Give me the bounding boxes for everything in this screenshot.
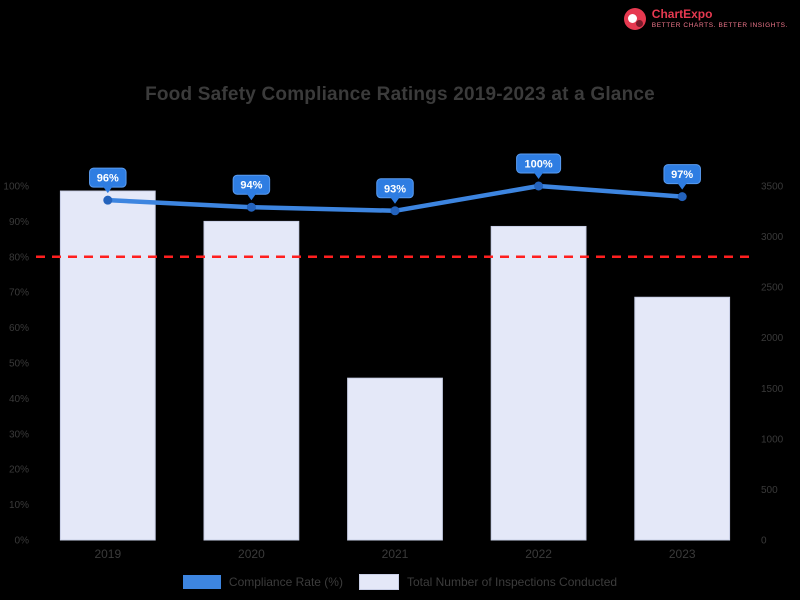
x-axis-label: 2021	[382, 547, 409, 561]
legend-label: Total Number of Inspections Conducted	[406, 575, 618, 589]
left-axis-tick: 10%	[9, 500, 29, 511]
svg-text:97%: 97%	[671, 169, 693, 181]
bar-2019	[59, 190, 156, 541]
x-axis-label: 2023	[669, 547, 696, 561]
svg-text:96%: 96%	[97, 173, 119, 185]
line-marker	[390, 206, 400, 216]
left-axis-tick: 30%	[9, 429, 29, 440]
chart-legend: Compliance Rate (%) Total Number of Inspe…	[0, 574, 800, 590]
line-marker	[534, 181, 544, 191]
line-marker	[677, 192, 687, 202]
right-axis-tick: 3000	[761, 232, 784, 243]
left-axis-tick: 90%	[9, 217, 29, 228]
line-value-label: 94%	[232, 174, 271, 201]
legend-item[interactable]: Total Number of Inspections Conducted	[358, 574, 618, 590]
right-axis-tick: 2500	[761, 283, 784, 294]
right-axis-tick: 2000	[761, 333, 784, 344]
brand-logo-icon	[623, 8, 646, 30]
right-axis-tick: 0	[761, 536, 767, 547]
brand-text: ChartExpo BETTER CHARTS. BETTER INSIGHTS…	[651, 7, 788, 30]
legend-item[interactable]: Compliance Rate (%)	[182, 575, 343, 589]
right-axis-tick: 1000	[761, 434, 784, 445]
bar-2020	[203, 220, 300, 541]
legend-swatch	[182, 575, 221, 589]
left-axis-tick: 40%	[9, 394, 29, 405]
line-marker	[103, 195, 113, 205]
line-value-label: 93%	[376, 178, 414, 204]
bar-2022	[490, 225, 587, 541]
left-axis-tick: 100%	[3, 182, 29, 193]
legend-swatch	[358, 574, 399, 590]
svg-text:94%: 94%	[240, 180, 262, 192]
brand-name: ChartExpo	[651, 7, 713, 22]
right-axis-tick: 500	[761, 485, 778, 496]
chart-title: Food Safety Compliance Ratings 2019-2023…	[145, 84, 655, 105]
line-value-label: 97%	[663, 164, 701, 190]
x-axis-label: 2022	[525, 547, 552, 561]
left-axis-tick: 20%	[9, 465, 29, 476]
brand-tagline: BETTER CHARTS. BETTER INSIGHTS.	[651, 22, 788, 30]
line-value-label: 96%	[89, 167, 127, 194]
left-axis-tick: 60%	[9, 323, 29, 334]
brand-logo: ChartExpo BETTER CHARTS. BETTER INSIGHTS…	[623, 7, 788, 30]
line-value-label: 100%	[516, 153, 562, 179]
right-axis-tick: 3500	[761, 182, 784, 193]
bar-2023	[634, 296, 731, 541]
legend-label: Compliance Rate (%)	[228, 575, 343, 589]
x-axis-label: 2020	[238, 547, 265, 561]
left-axis-tick: 50%	[9, 359, 29, 370]
line-marker	[246, 202, 256, 212]
left-axis-tick: 70%	[9, 288, 29, 299]
bar-2021	[347, 377, 443, 541]
svg-text:100%: 100%	[525, 159, 553, 171]
x-axis-label: 2019	[94, 547, 121, 561]
left-axis-tick: 0%	[15, 536, 30, 547]
right-axis-tick: 1500	[761, 384, 784, 395]
left-axis-tick: 80%	[9, 252, 29, 263]
svg-text:93%: 93%	[384, 183, 406, 195]
